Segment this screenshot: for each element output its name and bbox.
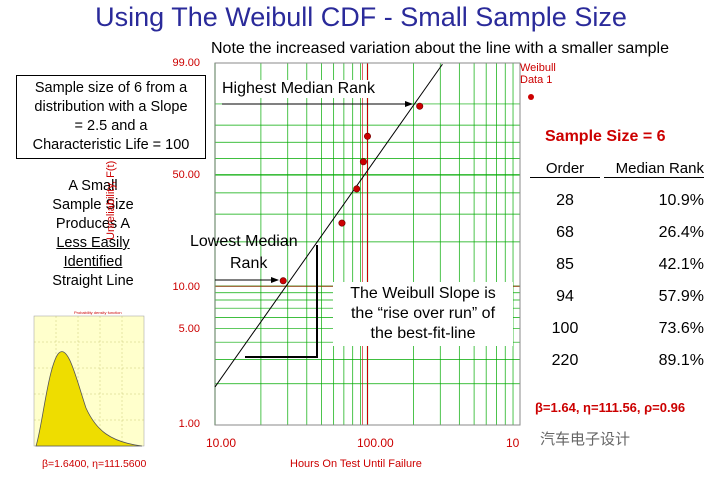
pdf-curve <box>35 351 143 447</box>
y-tick-99: 99.00 <box>172 57 200 69</box>
order-cell: 68 <box>556 224 574 241</box>
best-fit-line <box>214 63 443 388</box>
order-cell: 100 <box>551 320 579 337</box>
info-line-2: distribution with a Slope <box>34 99 188 115</box>
data-point <box>353 185 361 193</box>
note-line-1: A Small <box>68 178 118 194</box>
x-axis-label: Hours On Test Until Failure <box>290 458 422 470</box>
legend-line-2: Data 1 <box>520 74 553 86</box>
y-tick-1: 1.00 <box>178 418 200 430</box>
watermark: 汽车电子设计 <box>540 431 631 448</box>
lowest-rank-label-1: Lowest Median <box>190 233 298 250</box>
slope-line-3: the best-fit-line <box>370 325 476 342</box>
slope-explanation: The Weibull Slope is the “rise over run”… <box>333 282 513 346</box>
header-median-rank: Median Rank <box>604 160 704 178</box>
median-rank-cell: 10.9% <box>658 192 704 209</box>
order-cell: 85 <box>556 256 574 273</box>
info-line-3: = 2.5 and a <box>74 118 148 134</box>
sample-info-box: Sample size of 6 from a distribution wit… <box>16 75 206 159</box>
x-tick-100: 100.00 <box>357 436 394 450</box>
median-rank-cell: 42.1% <box>658 256 704 273</box>
header-order: Order <box>530 160 600 178</box>
data-point <box>359 158 367 166</box>
note-line-6: Straight Line <box>52 273 134 289</box>
thumbnail-title: Probability density function <box>74 310 122 315</box>
legend: Weibull Data 1 <box>520 62 605 86</box>
slide-subtitle: Note the increased variation about the l… <box>210 40 670 57</box>
note-line-5: Identified <box>63 254 123 270</box>
note-line-3: Produces A <box>55 216 131 232</box>
note-line-4: Less Easily <box>56 235 130 251</box>
data-point <box>279 277 287 285</box>
median-rank-cell: 26.4% <box>658 224 704 241</box>
order-cell: 94 <box>556 288 574 305</box>
data-point <box>363 132 371 140</box>
median-rank-cell: 57.9% <box>658 288 704 305</box>
median-rank-cell: 89.1% <box>658 352 704 369</box>
y-axis-label: Unreliability, F(t) <box>105 160 117 240</box>
note-line-2: Sample Size <box>52 197 134 213</box>
y-tick-5: 5.00 <box>178 323 200 335</box>
fit-parameters: β=1.64, η=111.56, ρ=0.96 <box>535 400 686 415</box>
highest-rank-label: Highest Median Rank <box>222 80 375 98</box>
plot-frame <box>214 62 521 426</box>
small-sample-note: A Small Sample Size Produces A Less Easi… <box>18 177 168 291</box>
sample-size-title: Sample Size = 6 <box>545 128 666 145</box>
y-tick-50: 50.00 <box>172 169 200 181</box>
pdf-thumbnail-chart: Probability density function <box>33 310 145 447</box>
data-points <box>279 102 424 285</box>
median-rank-cell: 73.6% <box>658 320 704 337</box>
order-cell: 28 <box>556 192 574 209</box>
slope-triangle <box>245 245 318 358</box>
x-tick-1000: 10 <box>506 436 520 450</box>
legend-line-1: Weibull <box>520 62 556 74</box>
data-point <box>416 102 424 110</box>
info-line-4: Characteristic Life = 100 <box>32 137 190 153</box>
thumbnail-params: β=1.6400, η=111.5600 <box>42 458 147 470</box>
order-cell: 220 <box>551 352 579 369</box>
x-tick-10: 10.00 <box>206 436 237 450</box>
legend-marker <box>528 94 534 100</box>
y-tick-10: 10.00 <box>172 281 200 293</box>
data-point <box>338 219 346 227</box>
slope-line-1: The Weibull Slope is <box>350 285 496 302</box>
lowest-rank-label-2: Rank <box>230 255 268 272</box>
slope-line-2: the “rise over run” of <box>350 305 496 322</box>
info-line-1: Sample size of 6 from a <box>34 80 188 96</box>
slide-title: Using The Weibull CDF - Small Sample Siz… <box>95 2 627 32</box>
